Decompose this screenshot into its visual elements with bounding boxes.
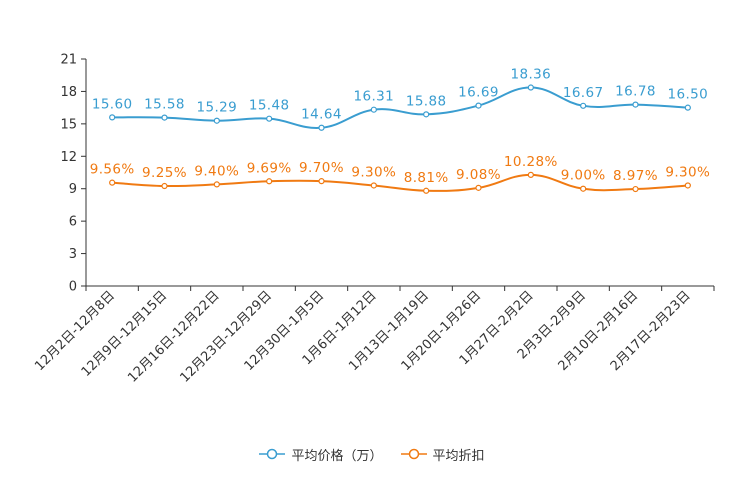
data-label-price: 16.31 xyxy=(354,89,395,105)
data-label-price: 15.58 xyxy=(144,97,185,113)
data-label-price: 15.88 xyxy=(406,93,447,109)
data-point-discount[interactable] xyxy=(266,178,273,185)
data-label-price: 16.50 xyxy=(668,87,709,103)
data-label-price: 16.67 xyxy=(563,85,604,101)
data-point-price[interactable] xyxy=(266,115,273,122)
data-label-price: 16.78 xyxy=(615,84,656,100)
y-tick-label: 0 xyxy=(69,280,77,295)
data-point-price[interactable] xyxy=(318,124,325,131)
data-point-price[interactable] xyxy=(527,84,534,91)
chart-legend: 平均价格（万） 平均折扣 xyxy=(0,444,744,464)
data-point-discount[interactable] xyxy=(213,181,220,188)
data-label-discount: 9.56% xyxy=(90,162,135,178)
data-label-discount: 9.69% xyxy=(247,160,292,176)
data-point-price[interactable] xyxy=(684,104,691,111)
y-tick-label: 12 xyxy=(60,150,77,165)
data-label-price: 15.48 xyxy=(249,98,290,114)
data-point-price[interactable] xyxy=(109,114,116,121)
data-label-price: 18.36 xyxy=(511,67,552,83)
data-label-discount: 9.30% xyxy=(351,164,396,180)
y-tick-label: 6 xyxy=(69,215,77,230)
data-point-discount[interactable] xyxy=(370,182,377,189)
data-label-discount: 9.25% xyxy=(142,165,187,181)
y-tick-label: 15 xyxy=(60,117,77,132)
data-point-price[interactable] xyxy=(370,106,377,113)
data-point-discount[interactable] xyxy=(632,185,639,193)
data-label-price: 15.29 xyxy=(197,100,238,116)
data-label-discount: 9.30% xyxy=(665,164,710,180)
data-label-discount: 8.97% xyxy=(613,168,658,184)
data-point-discount[interactable] xyxy=(318,178,325,185)
data-point-discount[interactable] xyxy=(580,185,587,192)
data-label-discount: 8.81% xyxy=(404,170,449,186)
legend-discount-marker-icon xyxy=(400,448,427,460)
y-tick-label: 3 xyxy=(69,247,77,262)
data-label-price: 16.69 xyxy=(458,85,499,101)
y-tick-label: 18 xyxy=(60,85,77,100)
chart-data-labels: 15.60 15.58 15.29 15.48 14.64 16.31 15.88 16.69… xyxy=(90,67,710,186)
data-point-discount[interactable] xyxy=(684,182,691,189)
y-tick-label: 9 xyxy=(69,182,77,197)
data-point-discount[interactable] xyxy=(475,184,482,191)
legend-item-discount[interactable]: 平均折扣 xyxy=(400,445,485,464)
data-label-discount: 9.40% xyxy=(194,163,239,179)
data-point-price[interactable] xyxy=(632,101,639,108)
data-point-price[interactable] xyxy=(423,111,430,118)
legend-price-marker-icon xyxy=(259,448,286,460)
chart-series xyxy=(109,84,691,194)
data-point-price[interactable] xyxy=(475,102,482,109)
legend-price-label: 平均价格（万） xyxy=(291,448,383,464)
data-point-price[interactable] xyxy=(580,102,587,109)
data-label-discount: 9.70% xyxy=(299,160,344,176)
data-point-price[interactable] xyxy=(213,117,220,124)
data-point-discount[interactable] xyxy=(423,187,430,194)
data-point-discount[interactable] xyxy=(527,171,534,178)
data-point-discount[interactable] xyxy=(109,179,116,186)
data-label-discount: 10.28% xyxy=(504,154,558,170)
x-tick-label: 12月23日-12月29日 xyxy=(178,288,275,385)
series-line-discount xyxy=(112,173,688,192)
data-label-price: 14.64 xyxy=(301,107,342,123)
legend-item-price[interactable]: 平均价格（万） xyxy=(259,445,383,464)
data-point-discount[interactable] xyxy=(161,182,168,190)
series-line-price xyxy=(112,86,688,129)
data-label-price: 15.60 xyxy=(92,96,133,112)
data-label-discount: 9.08% xyxy=(456,167,501,183)
data-label-discount: 9.00% xyxy=(561,168,606,184)
legend-discount-label: 平均折扣 xyxy=(432,448,485,464)
y-tick-label: 21 xyxy=(60,53,77,68)
data-point-price[interactable] xyxy=(161,114,168,121)
x-tick-label: 12月16日-12月22日 xyxy=(125,288,222,385)
